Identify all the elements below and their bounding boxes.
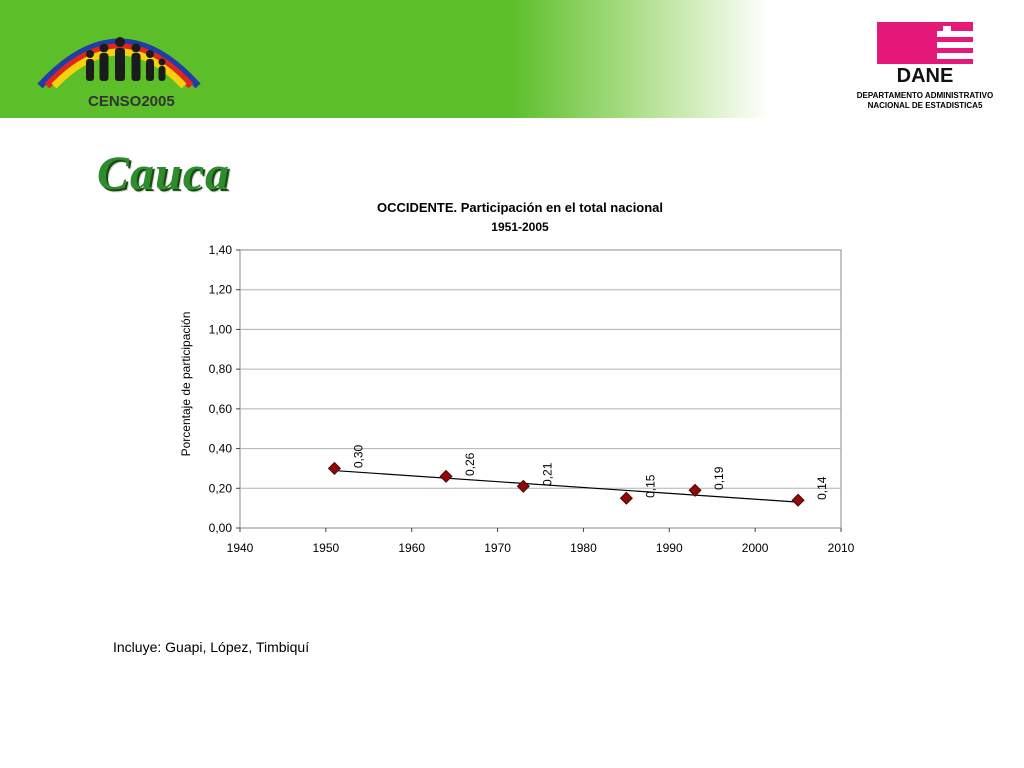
y-axis-label: Porcentaje de participación [179,312,193,457]
x-tick-label: 1960 [398,541,425,555]
y-tick-label: 1,00 [209,322,233,336]
org-name: DEPARTAMENTO ADMINISTRATIVO NACIONAL DE … [830,91,1020,111]
page-title: Cauca [97,147,231,200]
y-tick-label: 0,00 [209,521,233,535]
participation-chart: OCCIDENTE. Participación en el total nac… [179,200,855,555]
x-tick-label: 2000 [742,541,769,555]
y-tick-label: 0,40 [209,442,233,456]
x-tick-label: 1990 [656,541,683,555]
y-tick-label: 0,20 [209,481,233,495]
x-tick-label: 1970 [484,541,511,555]
x-tick-label: 2010 [828,541,855,555]
y-tick-label: 0,80 [209,362,233,376]
data-label: 0,30 [351,444,365,468]
data-label: 0,14 [815,476,829,500]
data-label: 0,19 [712,466,726,490]
censo-2005-logo: CENSO2005 [37,37,201,110]
data-point [439,469,453,483]
data-point [688,483,702,497]
x-tick-label: 1980 [570,541,597,555]
data-label: 0,26 [463,452,477,476]
header-banner: CENSO2005 DANE [0,0,1024,118]
y-tick-label: 0,60 [209,402,233,416]
data-label: 0,21 [540,462,554,486]
data-point [327,461,342,475]
chart-title: OCCIDENTE. Participación en el total nac… [377,200,663,215]
chart-plot-area: 0,00 0,20 0,40 0,60 0,80 1,00 1,20 1,40 1940 1950… [209,243,855,555]
y-tick-label: 1,20 [209,283,233,297]
dane-logo: DANE [877,22,973,86]
data-label: 0,15 [643,474,657,498]
trendline [334,469,799,503]
y-tick-label: 1,40 [209,243,233,257]
chart-subtitle: 1951-2005 [491,220,549,234]
x-tick-label: 1950 [313,541,340,555]
data-point [516,479,530,493]
x-tick-label: 1940 [227,541,254,555]
org-name-line1: DEPARTAMENTO ADMINISTRATIVO [856,91,994,100]
org-name-line2: NACIONAL DE ESTADISTICA5 [867,101,983,110]
data-point [791,493,805,507]
data-point [619,491,633,505]
dane-logo-text: DANE [897,65,954,86]
footnote: Incluye: Guapi, López, Timbiquí [113,639,310,655]
censo-logo-text: CENSO2005 [88,93,175,110]
plot-frame [239,249,842,529]
